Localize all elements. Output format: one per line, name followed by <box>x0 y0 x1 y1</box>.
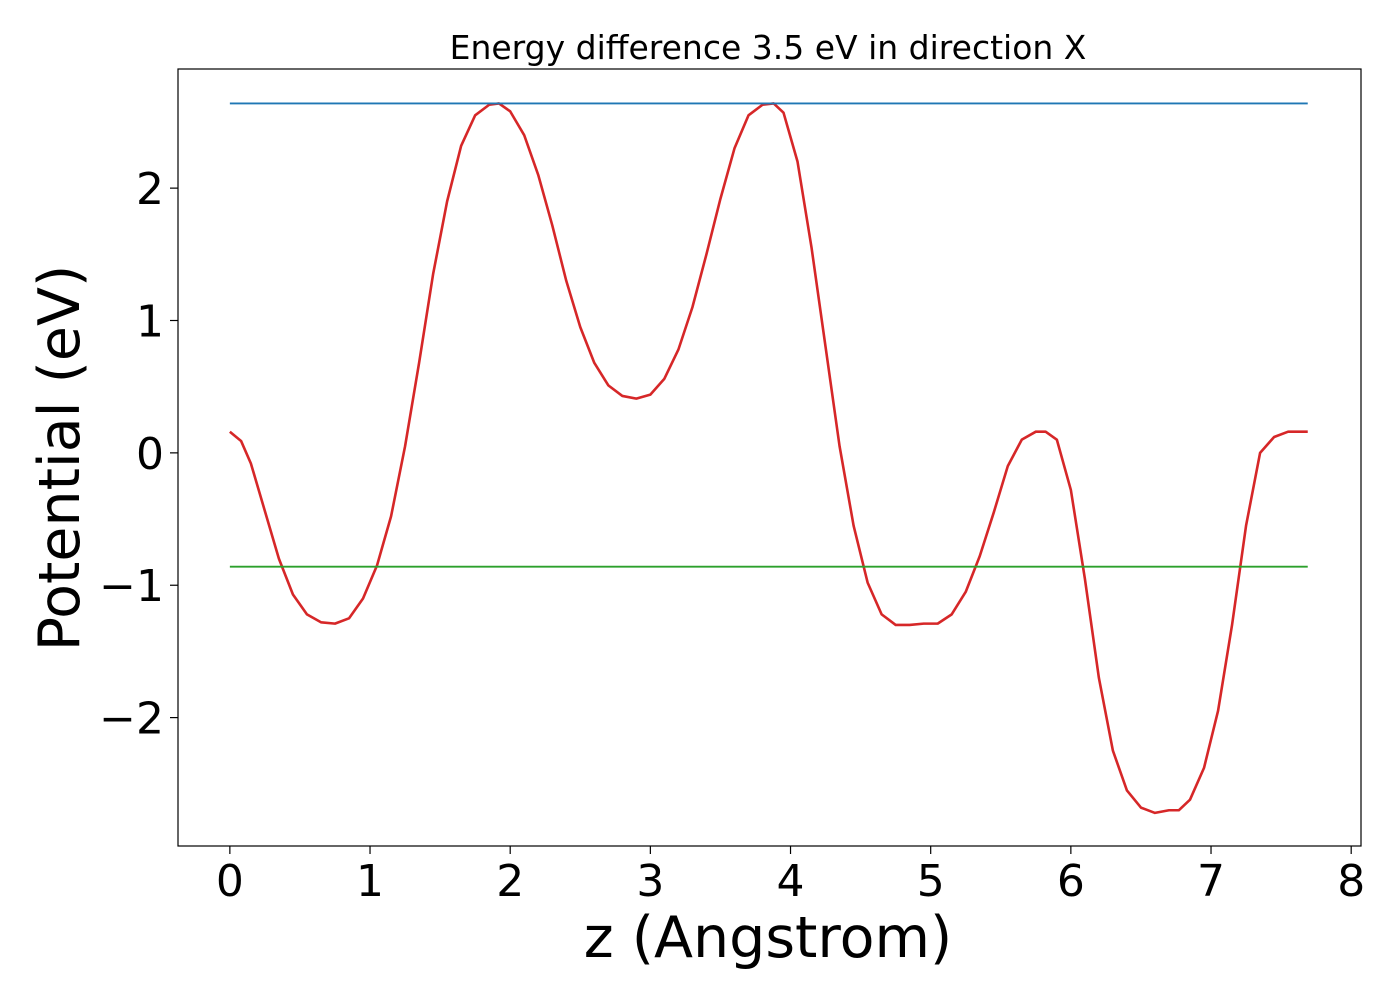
chart-title: Energy difference 3.5 eV in direction X <box>450 28 1087 67</box>
y-tick-label: 1 <box>136 296 164 347</box>
y-tick-label: −2 <box>99 694 164 745</box>
x-axis: 0 1 2 3 4 5 6 7 8 <box>216 846 1365 907</box>
x-tick-label: 3 <box>636 856 664 907</box>
x-axis-label: z (Angstrom) <box>584 905 952 971</box>
x-tick-label: 4 <box>777 856 805 907</box>
x-tick-label: 1 <box>356 856 384 907</box>
series-layer <box>229 102 1308 815</box>
x-tick-label: 0 <box>216 856 244 907</box>
x-tick-label: 5 <box>917 856 945 907</box>
y-axis-label: Potential (eV) <box>27 265 93 651</box>
plot-frame <box>177 68 1362 847</box>
x-tick-label: 8 <box>1337 856 1365 907</box>
x-tick-label: 6 <box>1057 856 1085 907</box>
x-tick-label: 2 <box>496 856 524 907</box>
y-tick-label: 2 <box>136 164 164 215</box>
y-axis: −2 −1 0 1 2 <box>99 164 178 745</box>
y-tick-label: 0 <box>136 429 164 480</box>
y-tick-label: −1 <box>99 561 164 612</box>
x-tick-label: 7 <box>1197 856 1225 907</box>
